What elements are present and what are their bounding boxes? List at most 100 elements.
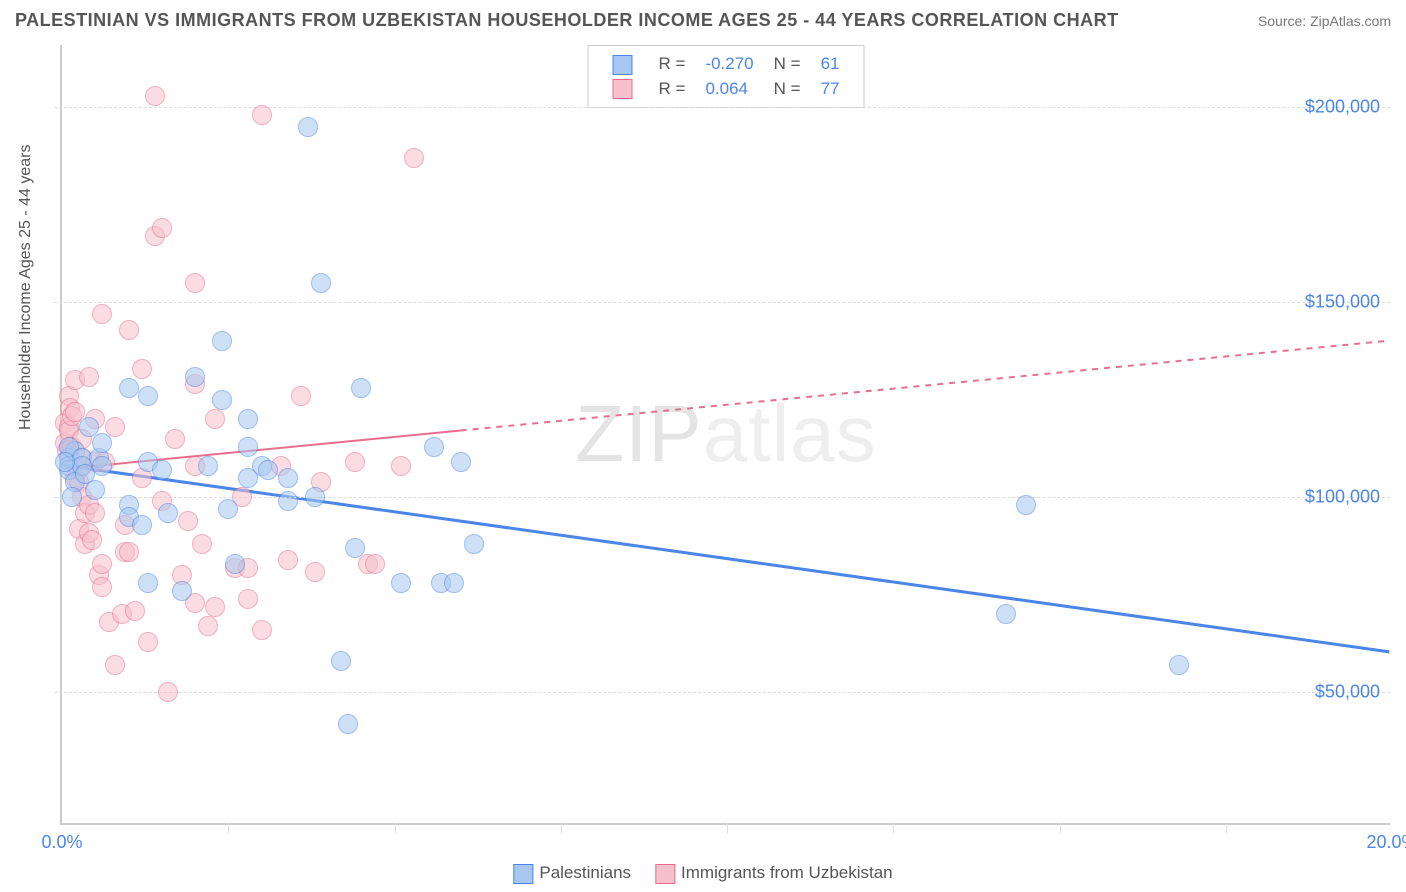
data-point xyxy=(278,468,298,488)
data-point xyxy=(205,597,225,617)
n-value: 61 xyxy=(811,52,850,77)
data-point xyxy=(238,437,258,457)
legend-item: Immigrants from Uzbekistan xyxy=(655,863,893,884)
data-point xyxy=(138,632,158,652)
data-point xyxy=(145,86,165,106)
data-point xyxy=(338,714,358,734)
x-tick-mark xyxy=(395,823,396,833)
data-point xyxy=(345,452,365,472)
data-point xyxy=(132,515,152,535)
data-point xyxy=(132,359,152,379)
data-point xyxy=(444,573,464,593)
data-point xyxy=(92,554,112,574)
data-point xyxy=(105,655,125,675)
legend-row: R =-0.270 N =61 xyxy=(603,52,850,77)
data-point xyxy=(278,491,298,511)
r-value: -0.270 xyxy=(695,52,763,77)
r-value: 0.064 xyxy=(695,77,763,102)
swatch-icon xyxy=(655,864,675,884)
data-point xyxy=(996,604,1016,624)
x-tick-label: 0.0% xyxy=(41,832,82,853)
x-tick-label: 20.0% xyxy=(1366,832,1406,853)
data-point xyxy=(1169,655,1189,675)
data-point xyxy=(258,460,278,480)
data-point xyxy=(158,682,178,702)
data-point xyxy=(92,577,112,597)
x-tick-mark xyxy=(228,823,229,833)
data-point xyxy=(252,105,272,125)
data-point xyxy=(391,573,411,593)
regression-lines xyxy=(62,45,1390,823)
data-point xyxy=(391,456,411,476)
data-point xyxy=(198,456,218,476)
legend-row: R =0.064 N =77 xyxy=(603,77,850,102)
legend-item: Palestinians xyxy=(513,863,631,884)
gridline-horizontal xyxy=(54,497,1390,498)
swatch-icon xyxy=(613,79,633,99)
data-point xyxy=(252,620,272,640)
data-point xyxy=(119,320,139,340)
data-point xyxy=(85,480,105,500)
data-point xyxy=(1016,495,1036,515)
data-point xyxy=(158,503,178,523)
chart-source: Source: ZipAtlas.com xyxy=(1258,13,1391,29)
legend-label: Immigrants from Uzbekistan xyxy=(681,863,893,882)
data-point xyxy=(331,651,351,671)
x-tick-mark xyxy=(727,823,728,833)
data-point xyxy=(82,530,102,550)
data-point xyxy=(152,218,172,238)
data-point xyxy=(138,573,158,593)
correlation-legend: R =-0.270 N =61 R =0.064 N =77 xyxy=(588,45,865,108)
data-point xyxy=(55,452,75,472)
y-tick-label: $100,000 xyxy=(1305,487,1380,508)
data-point xyxy=(298,117,318,137)
data-point xyxy=(192,534,212,554)
x-tick-mark xyxy=(1226,823,1227,833)
data-point xyxy=(305,487,325,507)
data-point xyxy=(451,452,471,472)
data-point xyxy=(212,390,232,410)
data-point xyxy=(424,437,444,457)
data-point xyxy=(185,367,205,387)
data-point xyxy=(225,554,245,574)
data-point xyxy=(119,542,139,562)
y-axis-label: Householder Income Ages 25 - 44 years xyxy=(17,145,35,431)
chart-title: PALESTINIAN VS IMMIGRANTS FROM UZBEKISTA… xyxy=(15,10,1119,31)
data-point xyxy=(351,378,371,398)
data-point xyxy=(198,616,218,636)
data-point xyxy=(178,511,198,531)
data-point xyxy=(365,554,385,574)
data-point xyxy=(119,378,139,398)
data-point xyxy=(345,538,365,558)
legend-label: Palestinians xyxy=(539,863,631,882)
swatch-icon xyxy=(613,55,633,75)
data-point xyxy=(92,433,112,453)
data-point xyxy=(305,562,325,582)
data-point xyxy=(311,273,331,293)
data-point xyxy=(404,148,424,168)
watermark: ZIPatlas xyxy=(575,388,876,480)
data-point xyxy=(92,456,112,476)
data-point xyxy=(238,589,258,609)
data-point xyxy=(125,601,145,621)
data-point xyxy=(185,273,205,293)
data-point xyxy=(138,386,158,406)
data-point xyxy=(205,409,225,429)
swatch-icon xyxy=(513,864,533,884)
data-point xyxy=(172,581,192,601)
data-point xyxy=(212,331,232,351)
data-point xyxy=(165,429,185,449)
data-point xyxy=(278,550,298,570)
x-tick-mark xyxy=(561,823,562,833)
data-point xyxy=(218,499,238,519)
data-point xyxy=(79,367,99,387)
data-point xyxy=(238,409,258,429)
data-point xyxy=(291,386,311,406)
x-tick-mark xyxy=(893,823,894,833)
data-point xyxy=(464,534,484,554)
gridline-horizontal xyxy=(54,302,1390,303)
scatter-plot-area: ZIPatlas R =-0.270 N =61 R =0.064 N =77 … xyxy=(60,45,1390,825)
data-point xyxy=(85,503,105,523)
series-legend: Palestinians Immigrants from Uzbekistan xyxy=(513,863,892,884)
x-tick-mark xyxy=(1060,823,1061,833)
